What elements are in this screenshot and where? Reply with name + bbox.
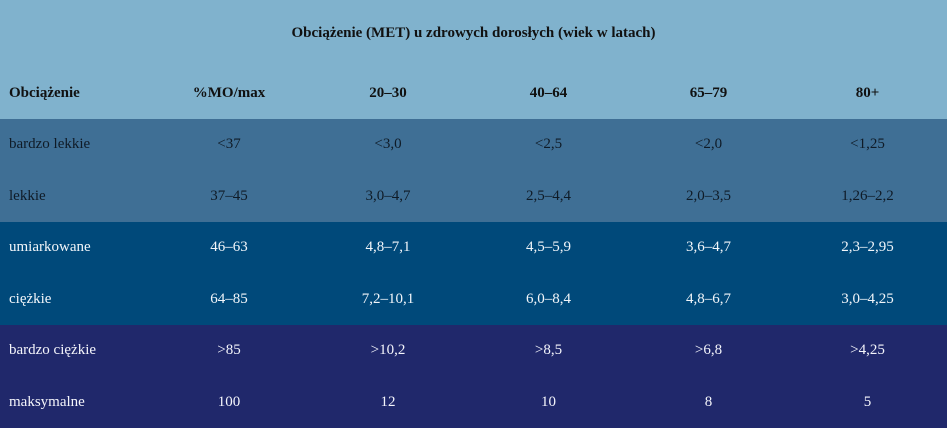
header-cell-age-40-64: 40–64 (468, 85, 629, 102)
table-cell: 4,8–7,1 (308, 239, 468, 256)
table-cell: 6,0–8,4 (468, 291, 629, 308)
table-header-block: Obciążenie (MET) u zdrowych dorosłych (w… (0, 0, 947, 119)
table-cell: 10 (468, 394, 629, 411)
row-group-dark: bardzo ciężkie >85 >10,2 >8,5 >6,8 >4,25… (0, 325, 947, 428)
table-cell: >6,8 (629, 342, 788, 359)
table-cell: <37 (150, 136, 308, 153)
row-group-mid: umiarkowane 46–63 4,8–7,1 4,5–5,9 3,6–4,… (0, 222, 947, 325)
header-cell-percent-max: %MO/max (150, 85, 308, 102)
table-cell: 8 (629, 394, 788, 411)
table-cell: 37–45 (150, 188, 308, 205)
row-label: bardzo ciężkie (0, 342, 150, 359)
table-cell: 5 (788, 394, 947, 411)
table-cell: <3,0 (308, 136, 468, 153)
table-cell: >4,25 (788, 342, 947, 359)
table-row: bardzo lekkie <37 <3,0 <2,5 <2,0 <1,25 (0, 119, 947, 171)
table-cell: <2,0 (629, 136, 788, 153)
table-row: maksymalne 100 12 10 8 5 (0, 377, 947, 428)
table-cell: 3,0–4,7 (308, 188, 468, 205)
row-label: ciężkie (0, 291, 150, 308)
table-cell: 4,8–6,7 (629, 291, 788, 308)
table-cell: 2,5–4,4 (468, 188, 629, 205)
table-row: bardzo ciężkie >85 >10,2 >8,5 >6,8 >4,25 (0, 325, 947, 377)
table-cell: 3,0–4,25 (788, 291, 947, 308)
table-cell: 2,0–3,5 (629, 188, 788, 205)
table-row: lekkie 37–45 3,0–4,7 2,5–4,4 2,0–3,5 1,2… (0, 171, 947, 223)
table-cell: 3,6–4,7 (629, 239, 788, 256)
table-cell: 12 (308, 394, 468, 411)
table-cell: 2,3–2,95 (788, 239, 947, 256)
table-cell: 100 (150, 394, 308, 411)
row-label: bardzo lekkie (0, 136, 150, 153)
table-cell: 46–63 (150, 239, 308, 256)
header-cell-age-65-79: 65–79 (629, 85, 788, 102)
table-row: umiarkowane 46–63 4,8–7,1 4,5–5,9 3,6–4,… (0, 222, 947, 274)
table-title: Obciążenie (MET) u zdrowych dorosłych (w… (0, 25, 947, 42)
header-cell-age-80-plus: 80+ (788, 85, 947, 102)
table-cell: 64–85 (150, 291, 308, 308)
row-label: maksymalne (0, 394, 150, 411)
table-cell: 1,26–2,2 (788, 188, 947, 205)
row-label: lekkie (0, 188, 150, 205)
table-cell: >8,5 (468, 342, 629, 359)
row-label: umiarkowane (0, 239, 150, 256)
table-row: ciężkie 64–85 7,2–10,1 6,0–8,4 4,8–6,7 3… (0, 274, 947, 326)
header-row: Obciążenie %MO/max 20–30 40–64 65–79 80+ (0, 68, 947, 119)
table-cell: <1,25 (788, 136, 947, 153)
table-cell: 7,2–10,1 (308, 291, 468, 308)
row-group-light: bardzo lekkie <37 <3,0 <2,5 <2,0 <1,25 l… (0, 119, 947, 222)
table-cell: <2,5 (468, 136, 629, 153)
table-cell: 4,5–5,9 (468, 239, 629, 256)
header-cell-age-20-30: 20–30 (308, 85, 468, 102)
header-cell-load: Obciążenie (0, 85, 150, 102)
table-cell: >10,2 (308, 342, 468, 359)
table-cell: >85 (150, 342, 308, 359)
